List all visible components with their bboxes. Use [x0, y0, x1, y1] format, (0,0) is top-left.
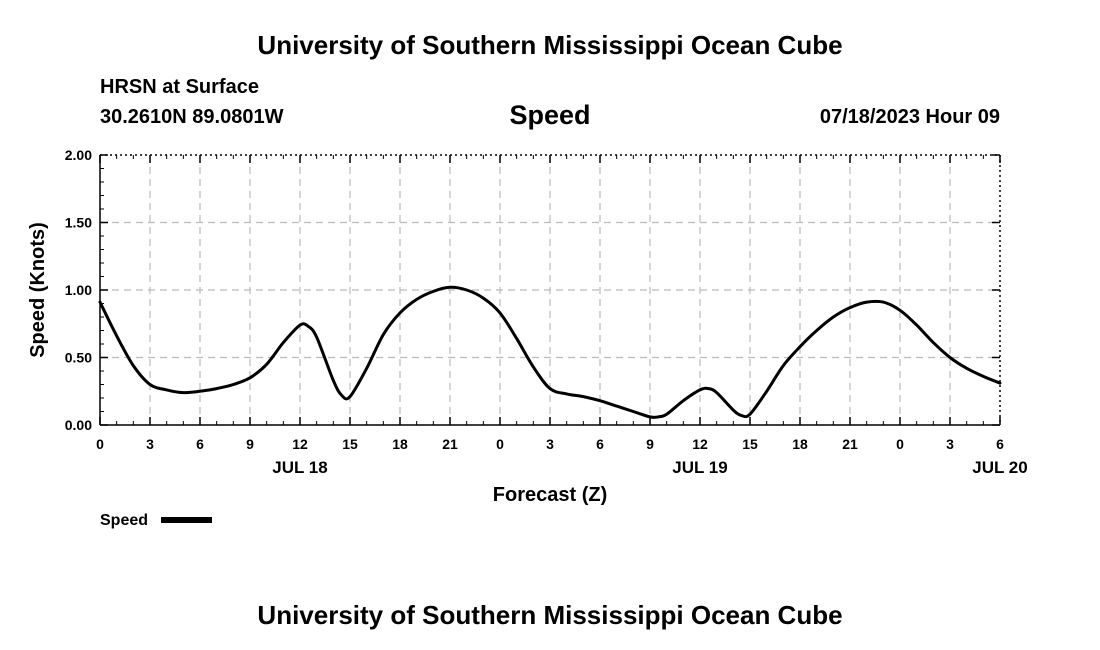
x-tick-label: 6 [596, 436, 604, 452]
station-label: HRSN at Surface [100, 76, 259, 98]
x-tick-label: 0 [96, 436, 104, 452]
y-tick-label: 1.50 [65, 215, 92, 231]
date-label: JUL 19 [672, 458, 727, 477]
series-line-speed [98, 285, 1002, 419]
grid-lines [100, 155, 1000, 425]
footer-title: University of Southern Mississippi Ocean… [257, 600, 843, 630]
series-layer [98, 285, 1002, 419]
axis-labels: 0 3 6 9 12 15 18 21 0 3 6 9 12 15 18 21 0 3 6 0.00 0.50 1.00 1… [27, 147, 1028, 506]
y-tick-label: 1.00 [65, 282, 92, 298]
date-label: JUL 18 [272, 458, 327, 477]
x-tick-label: 21 [442, 436, 458, 452]
x-tick-label: 15 [342, 436, 358, 452]
date-label: JUL 20 [972, 458, 1027, 477]
x-tick-label: 6 [996, 436, 1004, 452]
legend-label: Speed [100, 512, 148, 529]
x-tick-label: 3 [546, 436, 554, 452]
x-tick-label: 6 [196, 436, 204, 452]
coordinates-label: 30.2610N 89.0801W [100, 106, 284, 128]
x-axis-title: Forecast (Z) [493, 484, 607, 506]
speed-chart: 0 3 6 9 12 15 18 21 0 3 6 9 12 15 18 21 0 3 6 0.00 0.50 1.00 1… [27, 147, 1028, 529]
x-tick-label: 21 [842, 436, 858, 452]
page-title: University of Southern Mississippi Ocean… [257, 30, 843, 60]
x-tick-label: 0 [896, 436, 904, 452]
x-tick-label: 12 [692, 436, 708, 452]
x-tick-label: 18 [792, 436, 808, 452]
y-tick-label: 0.50 [65, 350, 92, 366]
chart-title: Speed [509, 100, 591, 130]
x-tick-label: 12 [292, 436, 308, 452]
x-tick-label: 9 [246, 436, 254, 452]
chart-axes [99, 154, 1001, 426]
y-tick-label: 0.00 [65, 417, 92, 433]
x-tick-label: 3 [146, 436, 154, 452]
forecast-datetime: 07/18/2023 Hour 09 [819, 106, 1000, 128]
x-tick-label: 15 [742, 436, 758, 452]
x-tick-label: 9 [646, 436, 654, 452]
legend: Speed [100, 512, 212, 529]
x-tick-label: 18 [392, 436, 408, 452]
x-tick-label: 3 [946, 436, 954, 452]
y-axis-title: Speed (Knots) [27, 222, 49, 358]
y-tick-label: 2.00 [65, 147, 92, 163]
x-tick-label: 0 [496, 436, 504, 452]
